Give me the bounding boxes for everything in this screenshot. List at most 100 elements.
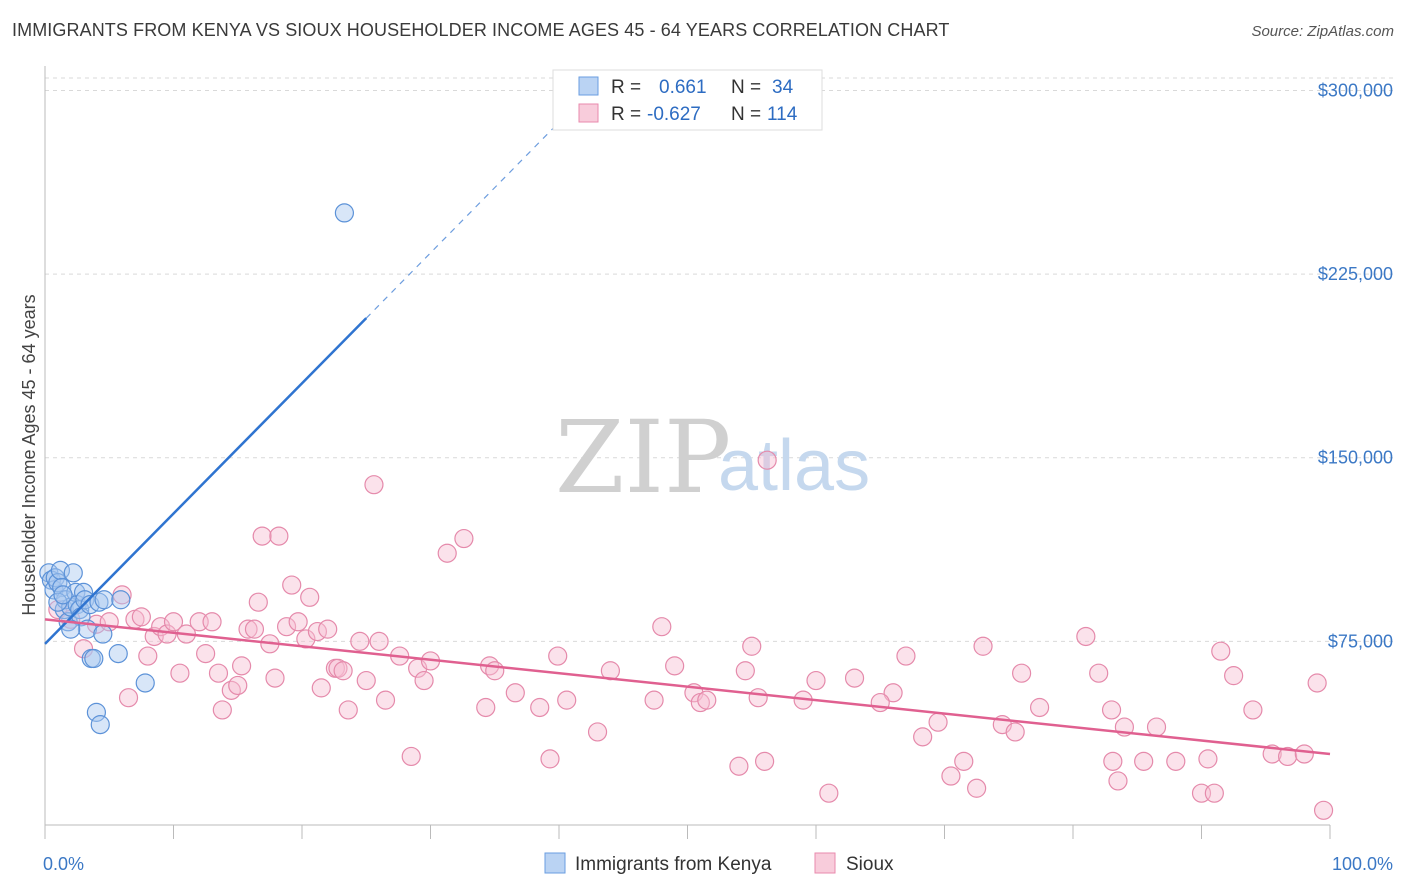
sioux-point-75 bbox=[757, 450, 777, 470]
kenya-trend-line bbox=[44, 317, 368, 645]
kenya-point-11 bbox=[63, 563, 83, 583]
stats-swatch-kenya bbox=[578, 76, 599, 96]
sioux-point-9 bbox=[138, 646, 158, 666]
legend: Immigrants from Kenya Sioux bbox=[544, 852, 894, 875]
sioux-point-17 bbox=[196, 644, 216, 664]
sioux-point-66 bbox=[652, 617, 672, 637]
sioux-point-102 bbox=[1198, 749, 1218, 769]
sioux-point-13 bbox=[163, 612, 184, 632]
sioux-trend-line bbox=[44, 618, 1331, 756]
sioux-point-93 bbox=[1101, 700, 1122, 720]
stats-r-label-kenya: R = bbox=[611, 77, 641, 98]
sioux-point-111 bbox=[1076, 626, 1096, 647]
sioux-point-30 bbox=[269, 526, 289, 546]
sioux-point-31 bbox=[276, 617, 297, 637]
sioux-point-108 bbox=[1307, 673, 1327, 693]
sioux-point-101 bbox=[1211, 641, 1231, 661]
y-axis-label: Householder Income Ages 45 - 64 years bbox=[19, 294, 39, 615]
sioux-point-37 bbox=[311, 678, 331, 698]
kenya-point-26 bbox=[94, 590, 114, 610]
sioux-point-41 bbox=[333, 661, 353, 681]
sioux-point-44 bbox=[356, 670, 376, 691]
sioux-point-23 bbox=[232, 656, 252, 676]
sioux-point-79 bbox=[844, 668, 865, 688]
stats-n-value-sioux: 114 bbox=[767, 104, 798, 125]
source-label: Source: ZipAtlas.com bbox=[1251, 23, 1394, 40]
sioux-point-94 bbox=[1108, 771, 1128, 791]
grid-lines bbox=[45, 77, 1393, 642]
kenya-point-21 bbox=[84, 648, 104, 669]
sioux-point-26 bbox=[248, 592, 268, 612]
sioux-point-83 bbox=[928, 712, 948, 732]
sioux-point-49 bbox=[401, 746, 421, 767]
stats-n-label-sioux: N = bbox=[731, 104, 761, 125]
sioux-point-57 bbox=[485, 661, 505, 681]
sioux-point-45 bbox=[364, 475, 384, 495]
sioux-point-100 bbox=[1204, 783, 1224, 803]
sioux-point-71 bbox=[729, 756, 749, 776]
sioux-point-112 bbox=[735, 661, 755, 681]
sioux-point-19 bbox=[208, 663, 229, 683]
kenya-point-23 bbox=[89, 592, 109, 612]
chart-title: IMMIGRANTS FROM KENYA VS SIOUX HOUSEHOLD… bbox=[12, 20, 950, 40]
y-tick-label-0: $75,000 bbox=[1328, 631, 1393, 651]
sioux-point-107 bbox=[1294, 744, 1314, 764]
sioux-point-82 bbox=[913, 727, 933, 747]
sioux-point-104 bbox=[1243, 700, 1263, 720]
sioux-point-70 bbox=[697, 690, 717, 710]
sioux-point-103 bbox=[1224, 666, 1244, 686]
sioux-point-113 bbox=[870, 692, 890, 713]
sioux-point-32 bbox=[282, 575, 302, 595]
sioux-point-97 bbox=[1146, 717, 1167, 737]
sioux-point-47 bbox=[375, 690, 396, 710]
sioux-point-73 bbox=[748, 688, 768, 708]
sioux-point-6 bbox=[118, 688, 139, 708]
sioux-point-60 bbox=[540, 749, 560, 769]
stats-box: R = 0.661 N = 34 R = -0.627 N = 114 bbox=[552, 69, 823, 131]
axes bbox=[44, 66, 1331, 839]
sioux-point-90 bbox=[1029, 697, 1050, 718]
sioux-point-63 bbox=[587, 722, 608, 742]
sioux-point-98 bbox=[1166, 751, 1186, 771]
sioux-point-89 bbox=[1005, 722, 1025, 742]
sioux-point-72 bbox=[742, 636, 762, 656]
data-points bbox=[39, 203, 1334, 820]
sioux-point-27 bbox=[252, 526, 272, 546]
sioux-point-38 bbox=[318, 619, 338, 639]
sioux-point-29 bbox=[265, 668, 285, 688]
kenya-point-27 bbox=[108, 644, 128, 664]
sioux-point-58 bbox=[505, 683, 525, 703]
x-tick-label-1: 100.0% bbox=[1332, 854, 1393, 874]
y-tick-labels: $75,000 $150,000 $225,000 $300,000 bbox=[1318, 80, 1393, 651]
sioux-point-81 bbox=[896, 646, 916, 666]
x-tick-labels: 0.0% 100.0% bbox=[43, 854, 1393, 874]
sioux-point-78 bbox=[819, 783, 839, 803]
sioux-point-18 bbox=[202, 612, 222, 632]
sioux-point-92 bbox=[1089, 663, 1109, 683]
kenya-point-16 bbox=[73, 582, 94, 603]
sioux-point-33 bbox=[288, 612, 308, 632]
kenya-point-30 bbox=[334, 203, 355, 223]
sioux-point-65 bbox=[644, 690, 664, 710]
sioux-point-35 bbox=[300, 587, 320, 607]
sioux-point-96 bbox=[1134, 751, 1154, 771]
kenya-point-33 bbox=[53, 585, 73, 605]
kenya-point-24 bbox=[90, 715, 110, 735]
sioux-point-54 bbox=[454, 528, 474, 549]
kenya-point-22 bbox=[86, 702, 107, 722]
sioux-point-67 bbox=[665, 656, 685, 676]
sioux-point-14 bbox=[170, 663, 190, 683]
sioux-point-110 bbox=[1011, 663, 1032, 683]
stats-n-value-kenya: 34 bbox=[772, 77, 794, 98]
stats-swatch-sioux bbox=[578, 103, 599, 123]
legend-label-kenya: Immigrants from Kenya bbox=[575, 854, 772, 875]
stats-r-label-sioux: R = bbox=[611, 104, 641, 125]
x-tick-label-0: 0.0% bbox=[43, 854, 84, 874]
sioux-point-40 bbox=[328, 658, 348, 678]
sioux-point-85 bbox=[954, 751, 974, 771]
sioux-point-43 bbox=[350, 631, 370, 651]
y-tick-label-1: $150,000 bbox=[1318, 448, 1393, 468]
watermark-atlas: atlas bbox=[718, 426, 870, 506]
sioux-point-91 bbox=[1103, 751, 1123, 771]
